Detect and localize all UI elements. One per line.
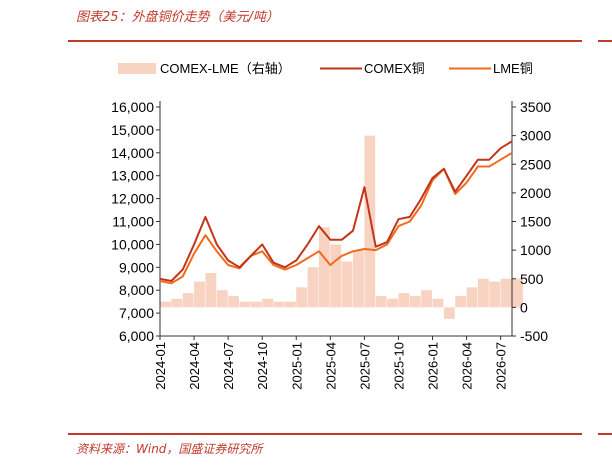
spread-bar [466,287,478,308]
y-left-tick-label: 9,000 [119,259,154,275]
spread-bar [364,135,376,308]
x-tick-label: 2024-10 [255,342,270,390]
x-tick-label: 2025-10 [391,342,406,390]
x-tick-label: 2024-04 [187,342,202,390]
y-left-tick-label: 15,000 [111,122,154,138]
y-left-tick-label: 8,000 [119,282,154,298]
spread-bar [353,250,364,308]
y-right-tick-label: 0 [520,299,528,315]
legend: COMEX-LME（右轴） COMEX铜 LME铜 [118,61,533,76]
spread-bar [489,281,501,308]
spread-bar [455,295,467,308]
y-right-tick-label: 3000 [520,128,551,144]
spread-bar [250,301,262,308]
spread-area-layer [160,135,523,319]
y-right-tick-label: 3500 [520,99,551,115]
y-left-tick-label: 11,000 [112,214,154,230]
y-left-tick-label: 6,000 [119,328,154,344]
y-right-tick-label: 1500 [520,214,551,230]
spread-bar [443,307,455,319]
comex-copper-line [159,140,513,282]
price-lines [159,140,513,285]
spread-bar [239,301,251,308]
y-left-tick-label: 7,000 [119,305,154,321]
x-tick-label: 2024-07 [221,342,236,390]
spread-bar [228,295,239,308]
top-rule [68,40,582,42]
x-tick-label: 2025-04 [323,342,338,390]
x-tick-label: 2025-01 [289,342,304,390]
x-tick-label: 2024-01 [153,342,168,390]
spread-bar [330,244,342,308]
spread-bar [432,298,444,308]
y-right-tick-label: 1000 [520,242,551,258]
x-tick-label: 2026-07 [494,342,509,390]
spread-bar [171,298,183,308]
top-rule-right [598,40,612,42]
spread-bar [398,293,410,308]
spread-bar [500,278,512,308]
spread-bar [182,293,194,308]
y-right-tick-label: 500 [520,271,544,287]
spread-bar [375,295,387,308]
x-tick-label: 2026-04 [460,342,475,390]
spread-bar [262,298,274,308]
spread-bar [318,227,330,308]
spread-bar [296,287,308,308]
spread-bar [216,290,228,308]
y-left-tick-label: 12,000 [111,191,154,207]
spread-bar [273,301,285,308]
source-note: 资料来源：Wind，国盛证券研究所 [76,442,263,456]
spread-bar [512,278,523,308]
legend-label: LME铜 [493,61,533,76]
spread-bar [307,267,319,308]
axes: 6,000 7,000 8,000 9,000 10,000 11,000 12,000 13… [111,99,551,390]
y-left-tick-label: 16,000 [111,99,154,115]
legend-swatch-spread [118,63,156,74]
bottom-rule-right [598,433,612,435]
spread-bar [341,261,353,308]
legend-label: COMEX-LME（右轴） [160,61,291,76]
x-tick-label: 2026-01 [426,342,441,390]
y-left-tick-label: 13,000 [111,168,154,184]
spread-bar [387,298,398,308]
spread-bar [284,301,296,308]
spread-bar [205,273,217,308]
y-right-tick-label: 2500 [520,156,551,172]
y-left-tick-label: 14,000 [111,145,154,161]
spread-bar [477,278,489,308]
bottom-rule [68,433,582,435]
y-right-tick-label: 2000 [520,185,551,201]
y-left-tick-label: 10,000 [111,236,154,252]
chart-title: 图表25：外盘铜价走势（美元/吨） [76,10,279,25]
y-right-tick-label: -500 [520,328,548,344]
x-tick-label: 2025-07 [357,342,372,390]
spread-bar [160,301,171,308]
spread-bar [194,281,205,308]
legend-label: COMEX铜 [364,61,425,76]
spread-bar [421,290,433,308]
spread-bar [409,295,421,308]
